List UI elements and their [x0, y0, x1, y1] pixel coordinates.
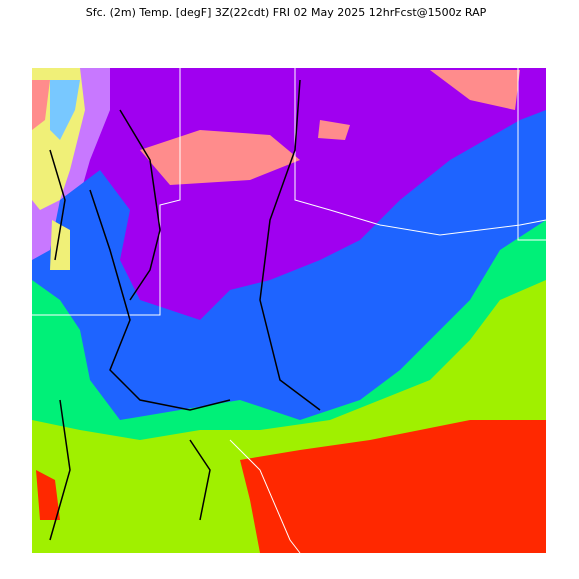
title: Sfc. (2m) Temp. [degF] 3Z(22cdt) FRI 02 … — [86, 6, 487, 19]
map — [32, 68, 547, 554]
